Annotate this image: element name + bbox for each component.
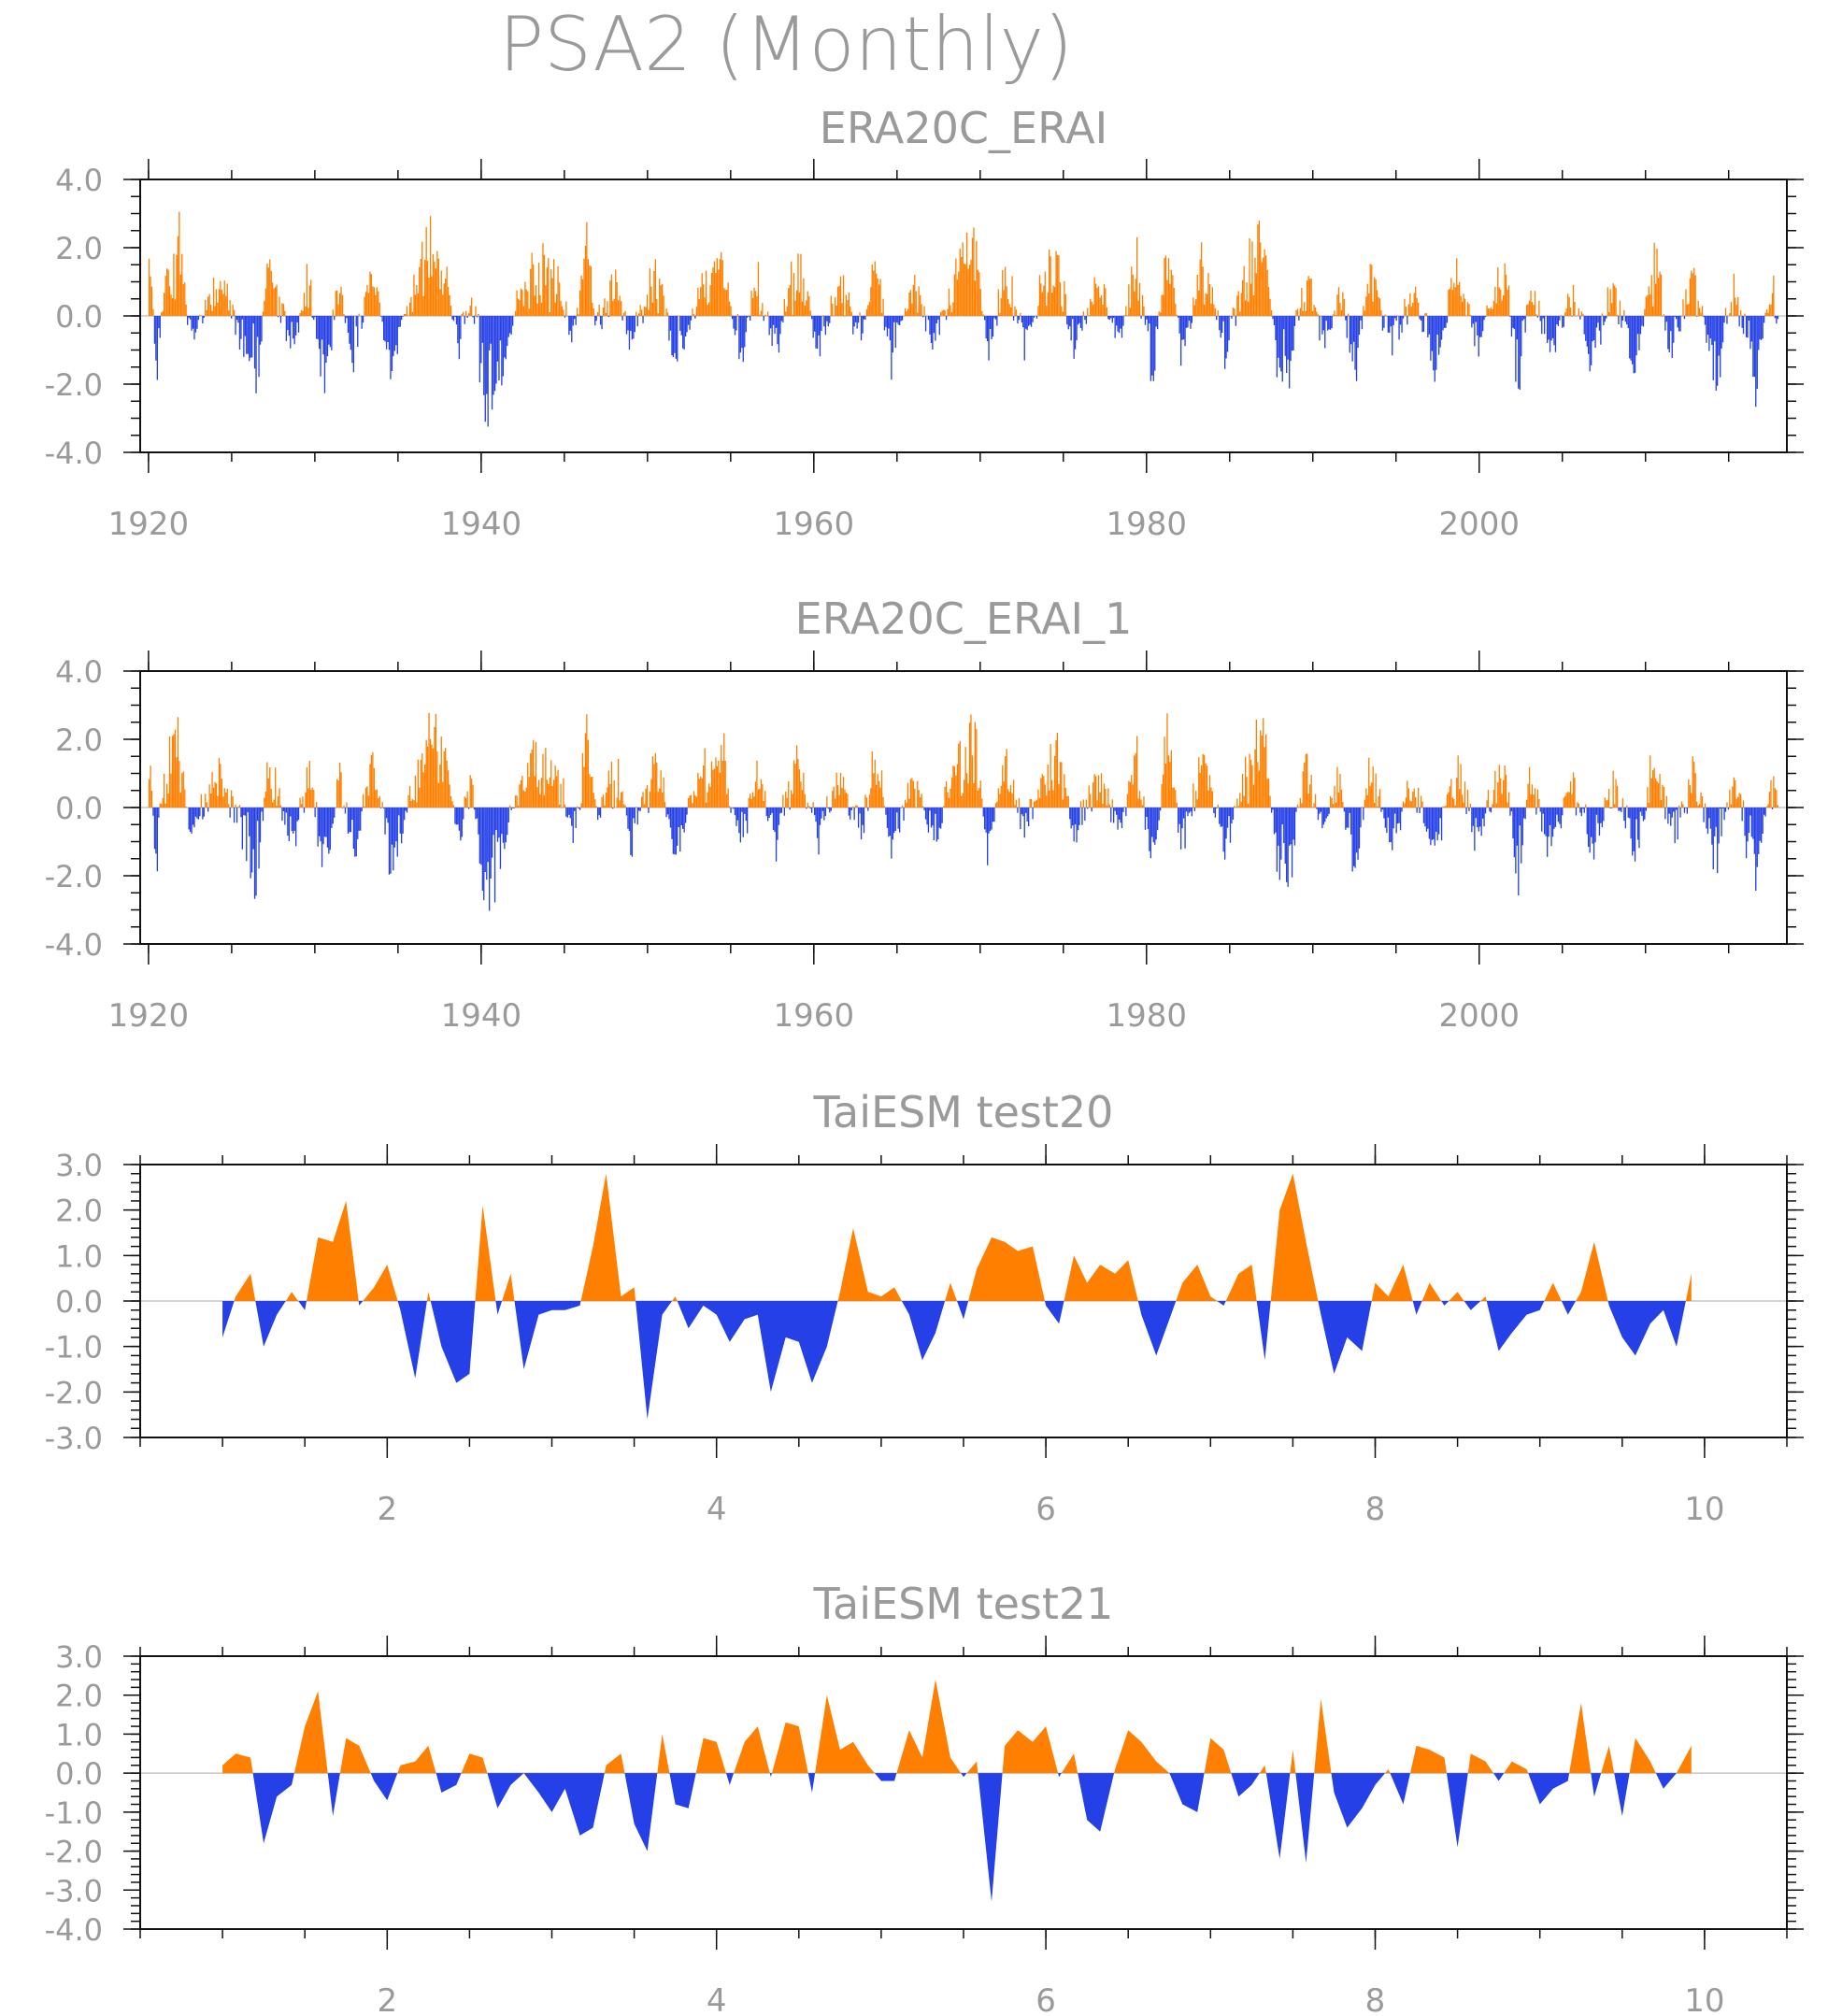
x-tick-label: 1920 [108,506,190,543]
x-tick-label: 1920 [108,997,190,1035]
y-axis: 3.0 2.01.0 0.0-1.0 -2.0-3.0-4.0 [45,1639,1804,1948]
y-tick-label: 2.0 [55,231,103,266]
chart-title: TaiESM test21 [813,1579,1114,1629]
x-tick-label: 2000 [1438,997,1520,1035]
y-tick-label: -2.0 [45,367,103,403]
area-positive [234,1173,1692,1301]
y-tick-label: 4.0 [55,654,103,690]
y-tick-label: -3.0 [45,1873,103,1909]
chart-panel-3: TaiESM test20 3.0 2.0 1.0 0.0 -1.0 -2.0 -3.0 2 4 6… [45,1087,1804,1528]
x-tick-label: 2000 [1438,506,1520,543]
y-tick-label: 1.0 [55,1717,103,1752]
y-tick-label: -3.0 [45,1421,103,1456]
x-axis: 2 4 6 8 10 [139,1144,1788,1528]
x-tick-label: 10 [1684,1491,1724,1528]
x-tick-label: 1940 [441,506,522,543]
x-tick-label: 10 [1684,1982,1724,2016]
bars-negative [153,316,1778,427]
y-axis: 4.0 2.0 0.0 -2.0 -4.0 [45,163,1804,471]
y-tick-label: 2.0 [55,1194,103,1229]
y-tick-label: 0.0 [55,1284,103,1320]
y-tick-label: -4.0 [45,1912,103,1948]
y-tick-label: 0.0 [55,299,103,335]
chart-title: ERA20C_ERAI [820,103,1107,153]
y-tick-label: 2.0 [55,1679,103,1714]
bars-positive [148,712,1778,808]
chart-panel-4: TaiESM test21 3.0 2.01.0 0.0-1.0 -2.0-3.0-4.… [45,1579,1804,2016]
x-tick-label: 1980 [1107,997,1188,1035]
y-tick-label: 3.0 [55,1639,103,1675]
y-tick-label: -1.0 [45,1330,103,1365]
y-axis: 3.0 2.0 1.0 0.0 -1.0 -2.0 -3.0 [45,1148,1804,1456]
data-series [222,1680,1692,1902]
x-tick-label: 1960 [774,997,855,1035]
area-negative [222,1301,1686,1420]
y-tick-label: -2.0 [45,859,103,894]
y-tick-label: -1.0 [45,1795,103,1831]
x-tick-label: 4 [707,1982,727,2016]
x-tick-label: 1980 [1107,506,1188,543]
y-tick-label: 0.0 [55,1756,103,1792]
chart-title: ERA20C_ERAI_1 [795,593,1133,644]
y-tick-label: 1.0 [55,1238,103,1274]
x-tick-label: 6 [1035,1491,1056,1528]
y-tick-label: -4.0 [45,436,103,471]
y-axis: 4.0 2.0 0.0 -2.0 -4.0 [45,654,1804,963]
y-tick-label: -2.0 [45,1835,103,1870]
chart-title: TaiESM test20 [813,1087,1114,1137]
area-negative [252,1773,1677,1902]
y-tick-label: 4.0 [55,163,103,198]
data-series [222,1173,1692,1420]
data-series [148,211,1778,427]
area-positive [222,1680,1692,1774]
x-axis: 1920 1940 1960 1980 2000 [108,651,1730,1035]
y-tick-label: 2.0 [55,722,103,758]
x-tick-label: 1960 [774,506,855,543]
x-tick-label: 8 [1365,1491,1386,1528]
bars-positive [148,211,1775,316]
x-tick-label: 4 [707,1491,727,1528]
y-tick-label: 3.0 [55,1148,103,1183]
figure-title: PSA2 (Monthly) [499,1,1073,88]
x-tick-label: 6 [1035,1982,1056,2016]
x-tick-label: 2 [377,1491,397,1528]
x-tick-label: 8 [1365,1982,1386,2016]
y-tick-label: 0.0 [55,791,103,826]
x-axis: 1920 1940 1960 1980 2000 [108,159,1730,543]
x-axis: 2 4 6 8 10 [139,1636,1788,2016]
data-series [148,712,1778,911]
x-tick-label: 1940 [441,997,522,1035]
x-tick-label: 2 [377,1982,397,2016]
y-tick-label: -2.0 [45,1375,103,1410]
bars-negative [152,808,1774,911]
y-tick-label: -4.0 [45,927,103,963]
